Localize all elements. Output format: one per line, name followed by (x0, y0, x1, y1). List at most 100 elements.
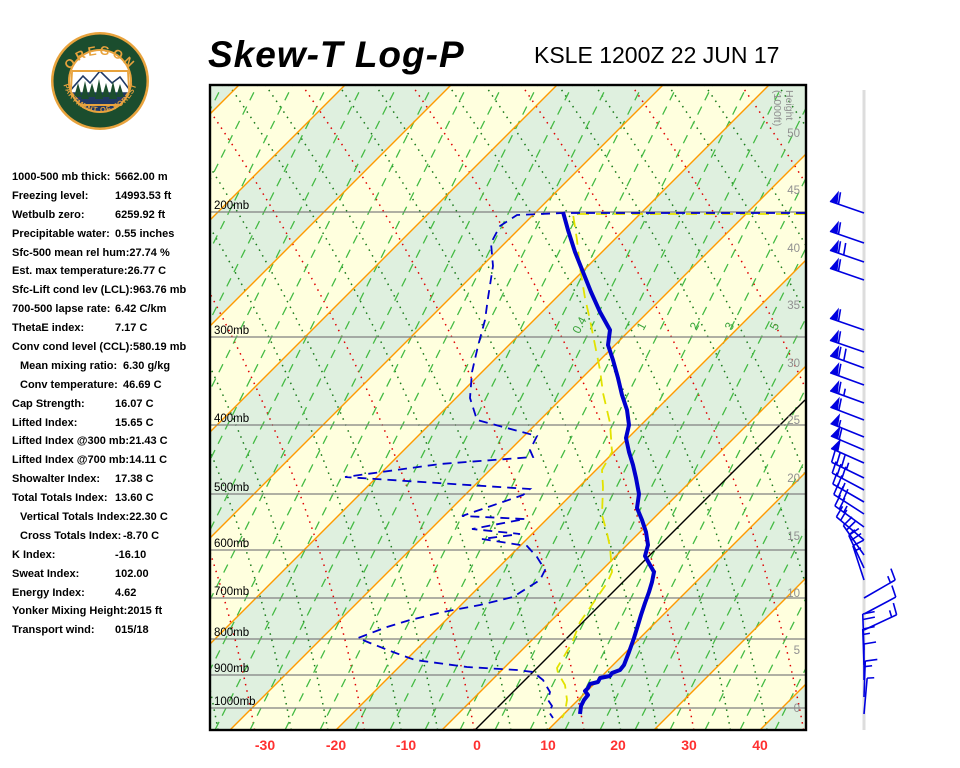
stat-value: 102.00 (115, 567, 149, 580)
stat-label: Cap Strength: (12, 397, 85, 410)
isotherm-line (210, 85, 240, 115)
mixing-ratio-line (529, 176, 806, 730)
stat-label: Transport wind: (12, 624, 95, 637)
mixing-ratio-line (0, 85, 153, 730)
dry-adiabat-line (557, 85, 806, 589)
stat-row: 1000-500 mb thick: 5662.00 m (12, 168, 212, 187)
pressure-label: 500mb (214, 482, 249, 494)
wind-barb (863, 641, 877, 680)
dry-adiabat-line (484, 85, 768, 730)
mixing-ratio-line (319, 85, 644, 730)
temp-tick-label: -20 (326, 737, 346, 753)
stat-label: Cross Totals Index: (20, 529, 122, 542)
mixing-ratio-line (704, 526, 806, 730)
isotherm-line (0, 85, 27, 730)
stat-value: 7.17 C (115, 322, 148, 335)
stat-value: 4.62 (115, 586, 137, 599)
stat-label: ThetaE index: (12, 322, 85, 335)
stat-row: ThetaE index: 7.17 C (12, 319, 212, 338)
stat-value: 15.65 C (115, 416, 154, 429)
stat-label: Freezing level: (12, 189, 89, 202)
stat-row: Lifted Index @700 mb:14.11 C (12, 451, 212, 470)
isotherm-line (547, 471, 806, 730)
wind-barb (829, 257, 865, 281)
isotherm-band (0, 85, 133, 730)
stat-value: 5662.00 m (115, 171, 168, 183)
stat-label: K Index: (12, 548, 56, 561)
odf-logo: OREGON DEPARTMENT OF FORESTRY (50, 28, 149, 130)
mixing-ratio-line (210, 85, 294, 252)
dry-adiabat-line (210, 165, 439, 730)
stat-label: Lifted Index @300 mb: (12, 435, 130, 448)
mixing-ratio-line (634, 386, 806, 730)
stat-value: 14.11 C (129, 454, 168, 467)
wind-barb (830, 450, 865, 479)
stat-label: Lifted Index @700 mb: (12, 454, 130, 467)
logo-trees (74, 79, 124, 99)
stat-row: Energy Index: 4.62 (12, 584, 212, 603)
wind-barb (829, 380, 865, 404)
stat-value: 16.07 C (115, 397, 154, 410)
isotherm-line (210, 85, 452, 327)
stat-row: Freezing level: 14993.53 ft (12, 187, 212, 206)
wind-barb (829, 220, 865, 244)
stat-row: Wetbulb zero: 6259.92 ft (12, 206, 212, 225)
chart-plot-area: 0.4 1 2 3 550454035302520151050Height(1000ft… (0, 85, 960, 730)
wind-barb (830, 396, 865, 421)
isotherm-line (210, 85, 664, 539)
height-tick-label: 50 (787, 128, 800, 140)
mixing-ratio-line (564, 246, 806, 730)
mixing-ratio-line (210, 85, 329, 322)
wind-barb (852, 539, 865, 581)
stat-value: 963.76 mb (133, 284, 187, 297)
stat-row: Cap Strength: 16.07 C (12, 395, 212, 414)
stat-label: Wetbulb zero: (12, 208, 85, 221)
mixing-ratio-line (249, 85, 574, 730)
stat-row: Sfc-500 mean rel hum:27.74 % (12, 244, 212, 263)
temp-tick-label: 20 (610, 737, 626, 753)
stat-value: 26.77 C (127, 265, 167, 278)
wind-barb (830, 425, 865, 451)
pressure-label: 200mb (214, 200, 249, 212)
wind-barb (863, 676, 875, 715)
mixing-ratio-line (210, 85, 224, 112)
stat-value: 6259.92 ft (115, 208, 166, 221)
mixing-ratio-line (210, 85, 434, 532)
stat-row: Showalter Index: 17.38 C (12, 470, 212, 489)
isotherm-line (210, 85, 346, 221)
height-tick-label: 40 (787, 243, 800, 255)
stat-label: 700-500 lapse rate: (12, 303, 111, 316)
stat-value: 0.55 inches (115, 227, 175, 240)
stat-value: 14993.53 ft (115, 189, 172, 202)
stat-label: Conv cond level (CCL): (12, 341, 134, 354)
wind-barb (834, 494, 865, 528)
stat-label: Vertical Totals Index: (20, 511, 130, 524)
height-tick-label: 5 (794, 645, 800, 657)
stat-row: Precipitable water: 0.55 inches (12, 225, 212, 244)
mixing-ratio-line (354, 85, 679, 730)
temp-tick-label: 0 (473, 737, 481, 753)
stat-value: 015/18 (115, 624, 149, 637)
stat-row: Conv cond level (CCL):580.19 mb (12, 338, 212, 357)
stat-label: Mean mixing ratio: (20, 359, 118, 372)
mixing-ratio-line (424, 85, 749, 730)
wind-barb (829, 307, 865, 331)
isotherm-line (866, 85, 960, 730)
dry-adiabat-line (210, 292, 366, 730)
isotherm-band (210, 85, 239, 114)
stat-label: Precipitable water: (12, 227, 110, 240)
stat-row: Sweat Index: 102.00 (12, 565, 212, 584)
stat-row: Transport wind: 015/18 (12, 621, 212, 640)
height-tick-label: 35 (787, 300, 800, 312)
height-tick-label: 25 (787, 415, 800, 427)
stat-row: Yonker Mixing Height:2015 ft (12, 602, 212, 621)
dry-adiabat-line (337, 85, 622, 730)
height-tick-label: 0 (794, 703, 800, 715)
stat-label: Est. max temperature: (12, 265, 128, 278)
dry-adiabat-line (374, 85, 658, 730)
dry-adiabat-line (447, 85, 732, 730)
dry-adiabat-line (520, 85, 805, 730)
stat-label: Sweat Index: (12, 567, 80, 580)
